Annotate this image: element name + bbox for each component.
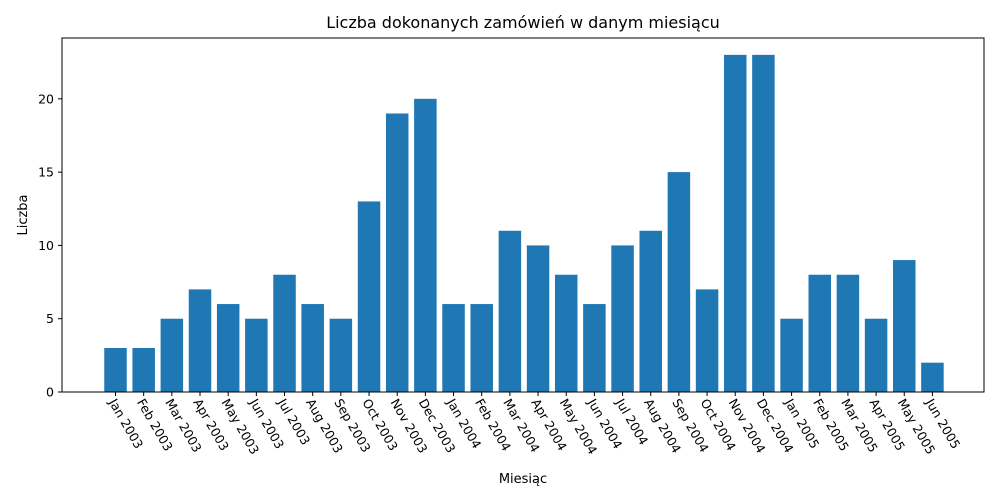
bar-feb-2005: [808, 274, 831, 392]
y-tick-label: 10: [38, 238, 54, 253]
bar-nov-2003: [385, 113, 409, 393]
bar-sep-2003: [329, 318, 353, 392]
bar-jul-2003: [273, 274, 296, 392]
bar-jun-2003: [245, 318, 268, 392]
bar-jun-2005: [921, 362, 944, 392]
y-tick-label: 5: [46, 311, 54, 326]
bar-aug-2004: [639, 230, 662, 392]
bar-jun-2004: [583, 304, 606, 392]
bar-may-2004: [554, 274, 578, 392]
bar-mar-2004: [498, 230, 522, 392]
bar-aug-2003: [301, 304, 324, 392]
chart-title: Liczba dokonanych zamówień w danym miesi…: [326, 13, 720, 32]
bar-sep-2004: [667, 172, 691, 392]
bar-feb-2003: [132, 348, 155, 392]
y-tick-label: 15: [38, 165, 54, 180]
bar-jan-2003: [104, 348, 127, 392]
bar-jul-2004: [611, 245, 634, 392]
y-axis: 0 5 10 15 20: [38, 91, 62, 400]
bar-dec-2003: [414, 98, 437, 392]
bar-may-2005: [893, 260, 916, 392]
bar-mar-2003: [160, 318, 184, 392]
y-tick-label: 20: [38, 91, 54, 106]
bar-oct-2003: [357, 201, 381, 392]
bar-dec-2004: [752, 54, 775, 393]
bar-jan-2005: [780, 318, 803, 392]
bar-apr-2005: [864, 318, 888, 392]
bar-jan-2004: [442, 304, 465, 392]
bar-nov-2004: [723, 54, 747, 393]
x-axis-label: Miesiąc: [499, 472, 547, 487]
bar-apr-2003: [188, 289, 212, 392]
bar-apr-2004: [526, 245, 550, 392]
bars-group: [104, 54, 944, 393]
plot-frame: [61, 37, 985, 393]
bar-feb-2004: [470, 304, 493, 392]
y-axis-label: Liczba: [16, 194, 31, 235]
bar-mar-2005: [836, 274, 860, 392]
bar-oct-2004: [695, 289, 719, 392]
bar-may-2003: [216, 304, 240, 392]
y-tick-label: 0: [46, 385, 54, 400]
